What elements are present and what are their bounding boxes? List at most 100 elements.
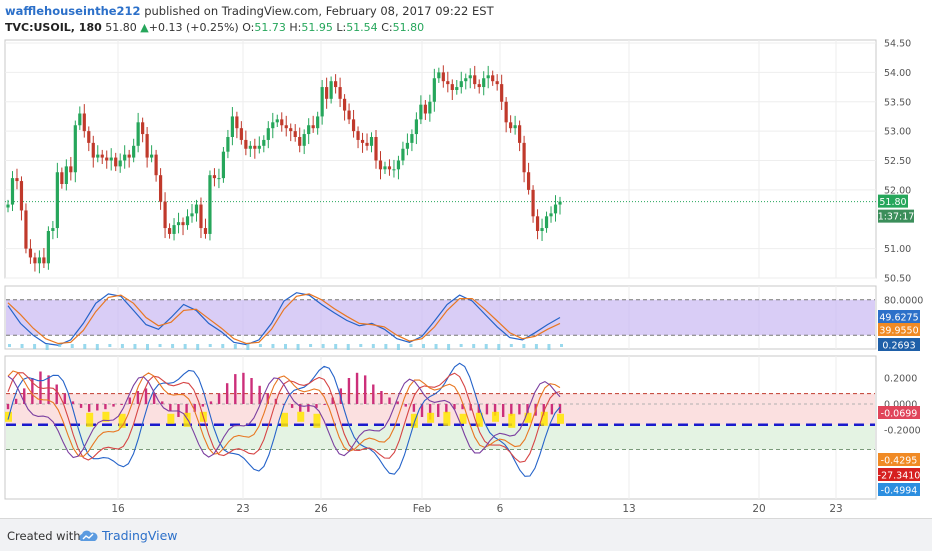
candle-body <box>500 84 504 102</box>
stoch-volume-bar <box>196 344 200 350</box>
stoch-volume-bar <box>158 344 162 347</box>
oscillator-line <box>7 372 561 463</box>
histogram-bar <box>372 384 375 404</box>
symbol-label: TVC:USOIL, 180 <box>5 21 102 34</box>
histogram-bar <box>493 404 497 416</box>
stoch-volume-bar <box>371 344 375 348</box>
stoch-volume-bar <box>334 344 338 349</box>
yellow-marker <box>86 412 94 427</box>
yellow-marker <box>540 411 548 426</box>
histogram-bar <box>87 404 91 412</box>
candle-body <box>82 113 86 132</box>
stoch-volume-bar <box>233 344 237 349</box>
candle-body <box>544 216 549 229</box>
candle-body <box>266 128 270 140</box>
candle-body <box>190 213 194 217</box>
stoch-volume-bar <box>359 344 363 347</box>
candle-body <box>311 125 315 129</box>
countdown-label: 1:37:17 <box>878 212 915 223</box>
histogram-bar <box>550 404 554 415</box>
candle-body <box>33 257 37 264</box>
stoch-volume-bar <box>396 344 400 350</box>
histogram-bar <box>315 404 318 408</box>
histogram-bar <box>47 375 50 404</box>
histogram-bar <box>363 375 367 404</box>
candle-body <box>194 204 199 214</box>
candle-body <box>64 166 68 184</box>
yellow-marker <box>557 413 564 424</box>
candle-body <box>378 160 383 170</box>
candle-body <box>185 216 190 226</box>
candle-body <box>540 228 544 231</box>
histogram-bar <box>128 397 131 404</box>
stoch-volume-bar <box>560 344 563 347</box>
candle-body <box>531 189 535 217</box>
candle-body <box>338 87 342 99</box>
candle-body <box>15 178 19 182</box>
y-tick-label: 54.50 <box>884 39 911 50</box>
stoch-value-label: 0.2693 <box>882 341 915 352</box>
up-arrow-icon: ▲ <box>140 21 149 34</box>
tradingview-link[interactable]: TradingView <box>102 528 178 543</box>
candle-body <box>365 142 369 146</box>
candle-body <box>374 137 378 161</box>
y-tick-label: 52.00 <box>884 185 911 196</box>
oscillator-line <box>7 370 561 458</box>
histogram-bar <box>299 404 302 412</box>
candle-body <box>212 175 217 179</box>
histogram-bar <box>323 404 326 405</box>
created-with-text: Created with <box>7 529 81 543</box>
candle-body <box>414 119 418 135</box>
histogram-bar <box>412 404 416 412</box>
stoch-volume-bar <box>208 344 212 347</box>
histogram-bar <box>209 401 213 404</box>
candle-body <box>482 78 486 88</box>
stoch-volume-bar <box>447 344 451 350</box>
candle-body <box>239 128 243 140</box>
histogram-bar <box>388 397 391 404</box>
candle-body <box>325 87 329 99</box>
histogram-bar <box>542 404 545 416</box>
stoch-lines <box>7 292 563 350</box>
stoch-volume-bar <box>133 344 137 349</box>
axes: 16 23 26 Feb 6 13 20 23 54.50 54.00 53.50 53.00 52.5… <box>111 39 923 516</box>
candle-body <box>262 139 266 146</box>
yellow-marker <box>443 411 451 426</box>
author-name[interactable]: wafflehouseinthe212 <box>5 4 141 18</box>
candle-body <box>118 160 122 167</box>
stoch-volume-bar <box>45 344 49 350</box>
price-pane[interactable] <box>4 39 877 279</box>
stoch-volume-bar <box>284 344 287 349</box>
low-value: 51.54 <box>346 21 378 34</box>
candle-body <box>558 201 562 205</box>
last-price-badge <box>878 194 908 208</box>
chart-area[interactable]: 16 23 26 Feb 6 13 20 23 54.50 54.00 53.50 53.00 52.5… <box>0 0 932 518</box>
osc-value-label: -27.3410 <box>878 471 921 482</box>
histogram-bar <box>217 393 221 404</box>
histogram-bar <box>31 378 34 404</box>
candle-body <box>69 166 73 173</box>
candle-body <box>387 166 392 170</box>
candle-body <box>477 84 481 88</box>
histogram-bar <box>63 393 67 404</box>
candle-body <box>6 204 10 208</box>
histogram-bar <box>79 404 83 408</box>
candle-body <box>369 137 374 146</box>
stoch-volume-bar <box>8 344 11 347</box>
candle-body <box>226 137 230 152</box>
grid-lines <box>5 40 876 499</box>
stoch-volume-bar <box>120 344 124 348</box>
tradingview-cloud-icon[interactable] <box>78 529 98 543</box>
stoch-volume-bar <box>384 344 388 349</box>
price-change: +0.13 (+0.25%) <box>148 21 239 34</box>
stoch-volume-bar <box>422 344 425 348</box>
y-tick-label: 50.50 <box>884 274 911 285</box>
x-tick-label: 23 <box>829 503 842 515</box>
candle-body <box>410 134 414 143</box>
candle-body <box>123 154 127 161</box>
yellow-marker <box>313 413 321 428</box>
candle-body <box>320 87 324 117</box>
stoch-volume-bar <box>509 344 513 347</box>
open-value: 51.73 <box>254 21 286 34</box>
stoch-volume-bar <box>459 344 463 347</box>
